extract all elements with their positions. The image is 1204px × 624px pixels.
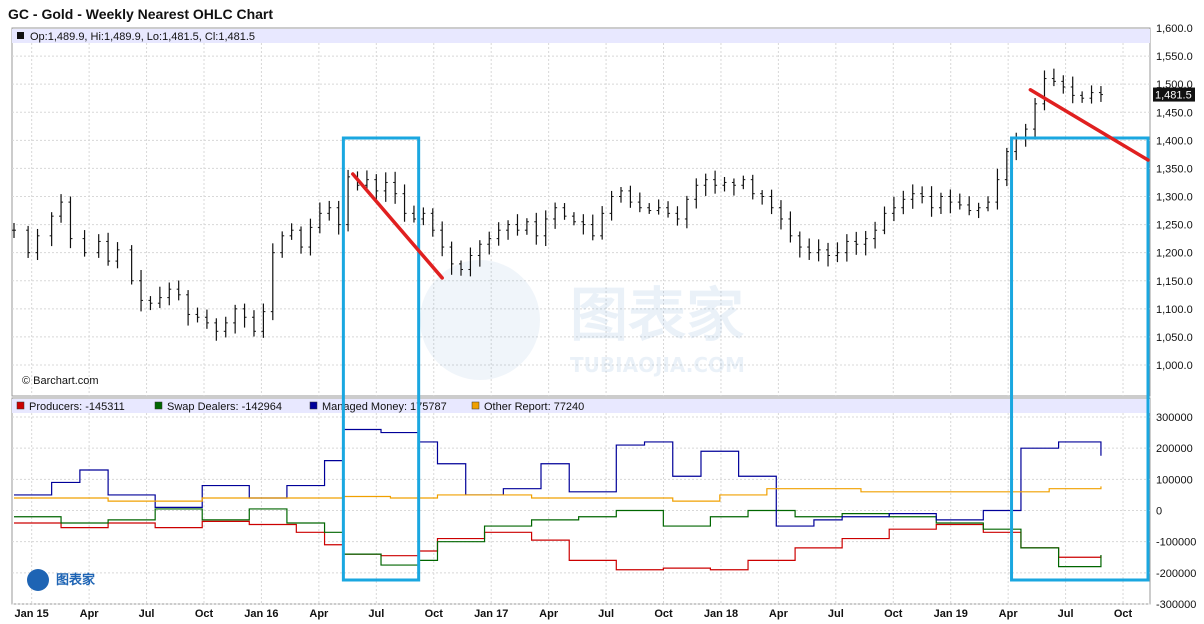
price-y-tick: 1,350.0 — [1156, 163, 1193, 175]
x-tick-label: Apr — [539, 608, 559, 620]
price-y-tick: 1,100.0 — [1156, 304, 1193, 316]
annotations — [341, 88, 1150, 582]
cot-y-tick: -200000 — [1156, 568, 1196, 580]
legend-label: Managed Money: 175787 — [322, 401, 447, 413]
x-tick-label: Jul — [828, 608, 844, 620]
cot-y-tick: 100000 — [1156, 474, 1193, 486]
last-price-marker — [1153, 87, 1195, 102]
logo-text: 图表家 — [56, 572, 96, 588]
x-tick-label: Oct — [425, 608, 444, 620]
price-y-tick: 1,400.0 — [1156, 135, 1193, 147]
cot-y-axis: 300000 200000 100000 0 -100000 -200000 -300000 — [1156, 412, 1196, 611]
legend-swatch — [154, 401, 163, 410]
watermark-text: 图表家 — [570, 281, 744, 349]
x-tick-label: Jan 16 — [244, 608, 278, 620]
legend-swatch — [471, 401, 480, 410]
price-y-tick: 1,150.0 — [1156, 276, 1193, 288]
x-tick-label: Jul — [598, 608, 614, 620]
trend-line — [351, 172, 444, 280]
x-tick-label: Jul — [1058, 608, 1074, 620]
x-tick-label: Apr — [80, 608, 100, 620]
price-grid — [12, 43, 1150, 396]
watermark-circle — [420, 260, 540, 380]
chart-title: GC - Gold - Weekly Nearest OHLC Chart — [8, 6, 274, 22]
price-bars — [12, 68, 1103, 341]
x-tick-label: Oct — [195, 608, 214, 620]
legend-label: Swap Dealers: -142964 — [167, 401, 282, 413]
cot-lines — [14, 428, 1102, 571]
price-y-tick: 1,200.0 — [1156, 248, 1193, 260]
x-tick-label: Jul — [368, 608, 384, 620]
watermark-subtext: TUBIAOJIA.COM — [570, 353, 745, 377]
series-line-other-report — [14, 486, 1102, 502]
price-panel-frame — [11, 27, 1151, 397]
legend-label: Producers: -145311 — [29, 401, 125, 413]
legend-swatch — [16, 401, 25, 410]
x-tick-label: Jan 17 — [474, 608, 508, 620]
series-line-managed-money — [14, 428, 1102, 527]
price-y-tick: 1,000.0 — [1156, 360, 1193, 372]
price-y-tick: 1,450.0 — [1156, 107, 1193, 119]
series-line-swap-dealers — [14, 508, 1102, 568]
price-y-axis: 1,000.0 1,050.0 1,100.0 1,150.0 1,200.0 1,250… — [1153, 23, 1195, 372]
cot-y-tick: 200000 — [1156, 443, 1193, 455]
last-price-label: 1,481.5 — [1155, 90, 1192, 102]
x-tick-label: Oct — [654, 608, 673, 620]
cot-legend-strip — [12, 399, 1150, 413]
ohlc-legend-swatch — [17, 32, 24, 39]
trend-line — [1028, 88, 1150, 162]
cot-legend: Producers: -145311 Swap Dealers: -142964 M… — [16, 401, 584, 413]
credit-text: © Barchart.com — [22, 375, 99, 387]
x-tick-label: Apr — [999, 608, 1019, 620]
price-y-tick: 1,300.0 — [1156, 192, 1193, 204]
price-y-tick: 1,050.0 — [1156, 332, 1193, 344]
highlight-box — [341, 136, 421, 582]
x-tick-label: Jan 18 — [704, 608, 738, 620]
price-y-tick: 1,600.0 — [1156, 23, 1193, 35]
x-tick-label: Apr — [769, 608, 789, 620]
series-line-producers — [14, 520, 1102, 571]
price-y-tick: 1,250.0 — [1156, 220, 1193, 232]
x-tick-label: Apr — [309, 608, 329, 620]
legend-swatch — [309, 401, 318, 410]
price-y-tick: 1,550.0 — [1156, 51, 1193, 63]
watermark-logo: 图表家 TUBIAOJIA.COM 图表家 — [27, 260, 745, 591]
x-axis: Jan 15 Apr Jul Oct Jan 16 Apr Jul Oct Jan 17 Apr J… — [15, 608, 1133, 620]
legend-label: Other Report: 77240 — [484, 401, 584, 413]
cot-y-tick: 300000 — [1156, 412, 1193, 424]
price-legend-strip — [12, 29, 1150, 43]
x-tick-label: Jan 19 — [934, 608, 968, 620]
x-tick-label: Jan 15 — [15, 608, 49, 620]
x-tick-label: Oct — [1114, 608, 1133, 620]
cot-y-tick: -100000 — [1156, 537, 1196, 549]
cot-y-tick: 0 — [1156, 506, 1162, 518]
cot-y-tick: -300000 — [1156, 599, 1196, 611]
highlight-box — [1010, 136, 1150, 582]
logo-circle — [27, 569, 49, 591]
x-tick-label: Oct — [884, 608, 903, 620]
x-tick-label: Jul — [139, 608, 155, 620]
ohlc-legend-text: Op:1,489.9, Hi:1,489.9, Lo:1,481.5, Cl:1… — [30, 31, 255, 43]
